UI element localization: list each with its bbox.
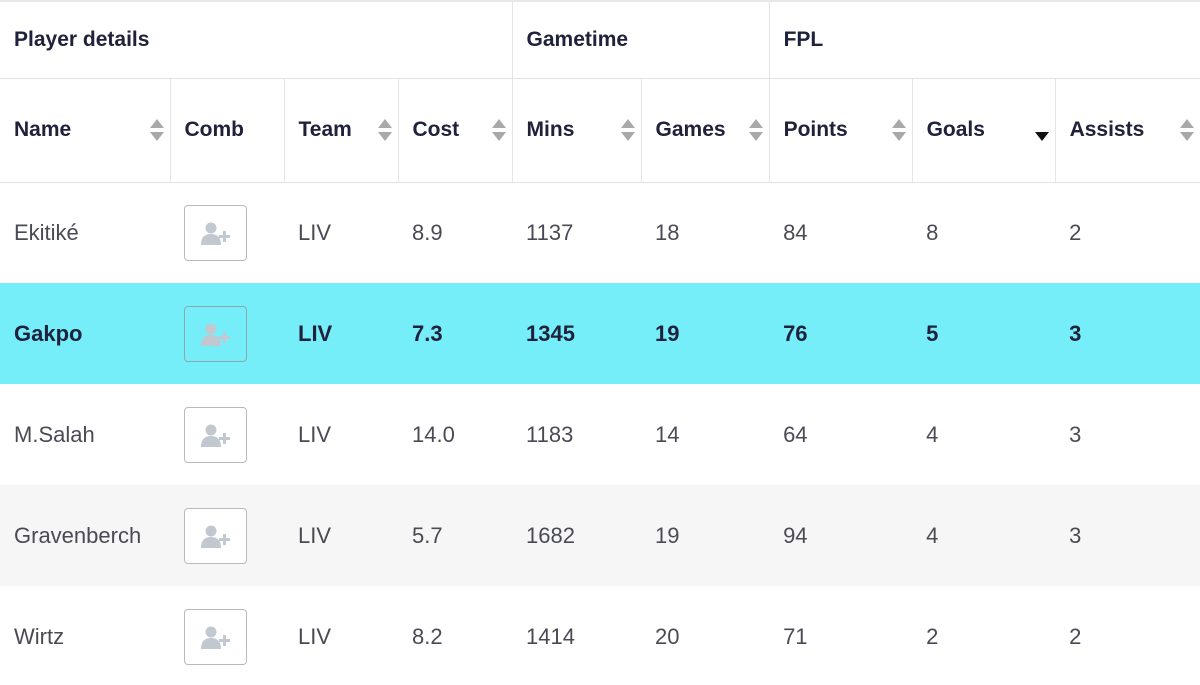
team-cell: LIV: [284, 485, 398, 586]
group-fpl: FPL: [769, 0, 1200, 79]
points-cell: 94: [769, 485, 913, 586]
points-cell: 76: [769, 283, 913, 384]
column-label-team: Team: [298, 118, 352, 141]
team-cell: LIV: [298, 421, 332, 447]
add-to-comb-button[interactable]: [184, 507, 247, 564]
table-row[interactable]: M.Salah LIV 14.0 1183 14 64 4 3: [0, 384, 1200, 485]
games-cell: 20: [655, 623, 680, 649]
player-name[interactable]: M.Salah: [14, 422, 95, 447]
cost-cell: 8.2: [412, 623, 443, 649]
goals-cell: 4: [912, 485, 1056, 586]
add-user-icon: [200, 222, 230, 245]
sort-arrows-icon[interactable]: [620, 119, 635, 141]
cost-cell: 14.0: [412, 421, 455, 447]
column-header-cost[interactable]: Cost: [398, 78, 513, 183]
assists-cell: 3: [1055, 485, 1200, 586]
player-name[interactable]: Gakpo: [0, 283, 170, 384]
goals-cell: 2: [926, 623, 939, 649]
sort-arrows-icon[interactable]: [149, 119, 164, 141]
column-header-name[interactable]: Name: [0, 78, 171, 183]
player-name[interactable]: Gravenberch: [0, 485, 170, 586]
assists-cell: 3: [1055, 283, 1200, 384]
team-cell: LIV: [298, 219, 332, 245]
add-to-comb-button[interactable]: [184, 305, 247, 362]
column-label-points: Points: [783, 118, 848, 141]
points-cell: 64: [783, 421, 808, 447]
column-header-points[interactable]: Points: [769, 78, 913, 183]
group-header-row: Player details Gametime FPL: [0, 0, 1200, 79]
points-cell: 84: [783, 219, 808, 245]
column-header-goals[interactable]: Goals: [912, 78, 1056, 183]
column-header-team[interactable]: Team: [284, 78, 399, 183]
table-row[interactable]: Ekitiké LIV 8.9 1137 18 84 8 2: [0, 182, 1200, 283]
games-cell: 18: [655, 219, 680, 245]
column-header-assists[interactable]: Assists: [1055, 78, 1200, 183]
table-row[interactable]: Gakpo LIV 7.3 1345 19 76 5 3: [0, 283, 1200, 384]
group-gametime: Gametime: [512, 0, 770, 79]
column-label-assists: Assists: [1069, 118, 1145, 141]
points-cell: 71: [783, 623, 808, 649]
column-label-games: Games: [655, 118, 726, 141]
add-user-icon: [200, 626, 230, 649]
assists-cell: 2: [1069, 219, 1082, 245]
mins-cell: 1682: [512, 485, 642, 586]
team-cell: LIV: [298, 623, 332, 649]
sort-descending-icon[interactable]: [1034, 119, 1049, 141]
mins-cell: 1414: [526, 623, 575, 649]
mins-cell: 1345: [512, 283, 642, 384]
table-row[interactable]: Wirtz LIV 8.2 1414 20 71 2 2: [0, 586, 1200, 685]
assists-cell: 2: [1069, 623, 1082, 649]
comb-cell: [170, 384, 284, 485]
sort-arrows-icon[interactable]: [1180, 119, 1195, 141]
mins-cell: 1137: [526, 219, 574, 245]
sort-arrows-icon[interactable]: [891, 119, 906, 141]
goals-cell: 8: [926, 219, 939, 245]
cost-cell: 5.7: [398, 485, 513, 586]
table-row[interactable]: Gravenberch LIV 5.7 1682 19 94 4 3: [0, 485, 1200, 586]
player-name[interactable]: Ekitiké: [14, 220, 79, 246]
column-header-row: Name Comb Team Cost Mins Games Points Go…: [0, 78, 1200, 183]
games-cell: 14: [655, 421, 680, 447]
column-label-name: Name: [14, 118, 72, 141]
goals-cell: 4: [926, 421, 939, 447]
sort-arrows-icon[interactable]: [491, 119, 506, 141]
group-player-details: Player details: [0, 0, 513, 79]
player-name[interactable]: Wirtz: [14, 624, 65, 649]
column-header-games[interactable]: Games: [641, 78, 770, 183]
column-header-mins[interactable]: Mins: [512, 78, 642, 183]
add-user-icon: [200, 525, 230, 548]
games-cell: 19: [641, 283, 770, 384]
team-cell: LIV: [284, 283, 398, 384]
column-header-comb: Comb: [170, 78, 285, 183]
games-cell: 19: [641, 485, 770, 586]
mins-cell: 1183: [526, 421, 574, 447]
add-user-icon: [200, 424, 230, 447]
comb-cell: [170, 283, 284, 384]
add-to-comb-button[interactable]: [184, 608, 247, 665]
column-label-mins: Mins: [526, 118, 575, 141]
comb-cell: [170, 182, 284, 283]
cost-cell: 8.9: [412, 219, 443, 245]
sort-arrows-icon[interactable]: [377, 119, 392, 141]
add-to-comb-button[interactable]: [184, 204, 247, 261]
goals-cell: 5: [912, 283, 1056, 384]
comb-cell: [170, 586, 284, 685]
column-label-cost: Cost: [412, 118, 460, 141]
column-label-goals: Goals: [926, 118, 985, 141]
assists-cell: 3: [1069, 421, 1082, 447]
column-label-comb: Comb: [184, 118, 245, 141]
add-user-icon: [200, 323, 230, 346]
add-to-comb-button[interactable]: [184, 406, 247, 463]
cost-cell: 7.3: [398, 283, 513, 384]
sort-arrows-icon[interactable]: [748, 119, 763, 141]
comb-cell: [170, 485, 284, 586]
